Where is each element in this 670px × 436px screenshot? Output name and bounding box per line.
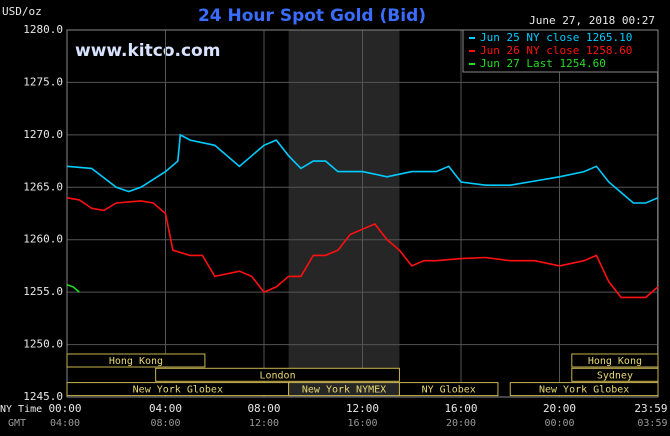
y-tick-label: 1265.0 [23, 180, 63, 193]
gmt-tick-label: 08:00 [150, 418, 180, 429]
session-label: NY Globex [422, 385, 476, 396]
gmt-tick-label: 16:00 [347, 418, 377, 429]
y-tick-label: 1260.0 [23, 233, 63, 246]
session-box [571, 353, 659, 368]
x-tick-label: 12:00 [346, 402, 379, 415]
x-tick-label: 00:00 [48, 402, 81, 415]
session-box [155, 367, 400, 382]
chart-date: June 27, 2018 00:27 [529, 14, 655, 27]
price-line [66, 197, 659, 299]
row-label: GMT [8, 418, 26, 429]
session-box [398, 382, 499, 397]
session-label: Hong Kong [109, 356, 163, 367]
session-label: New York NYMEX [302, 385, 386, 396]
session-label: New York Globex [133, 385, 223, 396]
y-tick-label: 1245.0 [23, 390, 63, 403]
gmt-tick-label: 03:59 [637, 418, 667, 429]
chart-title: 24 Hour Spot Gold (Bid) [198, 6, 426, 26]
session-box [66, 353, 206, 368]
y-tick-label: 1280.0 [23, 23, 63, 36]
x-tick-label: 20:00 [543, 402, 576, 415]
x-tick-label: 04:00 [149, 402, 182, 415]
y-axis-label: USD/oz [2, 5, 42, 18]
price-line [66, 284, 80, 293]
session-label: Sydney [597, 370, 633, 381]
x-tick-label: 16:00 [444, 402, 477, 415]
gmt-tick-label: 20:00 [446, 418, 476, 429]
gmt-tick-label: 12:00 [249, 418, 279, 429]
plot-border [66, 29, 659, 398]
legend-label: Jun 25 NY close 1265.10 [480, 31, 632, 44]
x-tick-label: 08:00 [247, 402, 280, 415]
session-label: Hong Kong [588, 356, 642, 367]
gmt-tick-label: 00:00 [544, 418, 574, 429]
session-box [509, 382, 659, 397]
x-tick-label: 23:59 [634, 402, 667, 415]
session-box [571, 367, 659, 382]
legend-box [462, 29, 659, 73]
y-tick-label: 1250.0 [23, 338, 63, 351]
legend-label: Jun 27 Last 1254.60 [480, 57, 606, 70]
row-label: NY Time [0, 404, 42, 415]
y-tick-label: 1255.0 [23, 285, 63, 298]
price-line [66, 133, 659, 204]
y-tick-label: 1270.0 [23, 128, 63, 141]
session-label: New York Globex [539, 385, 629, 396]
watermark: www.kitco.com [75, 41, 220, 61]
session-shade [288, 30, 400, 397]
legend-label: Jun 26 NY close 1258.60 [480, 44, 632, 57]
session-label: London [259, 370, 295, 381]
gmt-tick-label: 04:00 [50, 418, 80, 429]
y-tick-label: 1275.0 [23, 75, 63, 88]
